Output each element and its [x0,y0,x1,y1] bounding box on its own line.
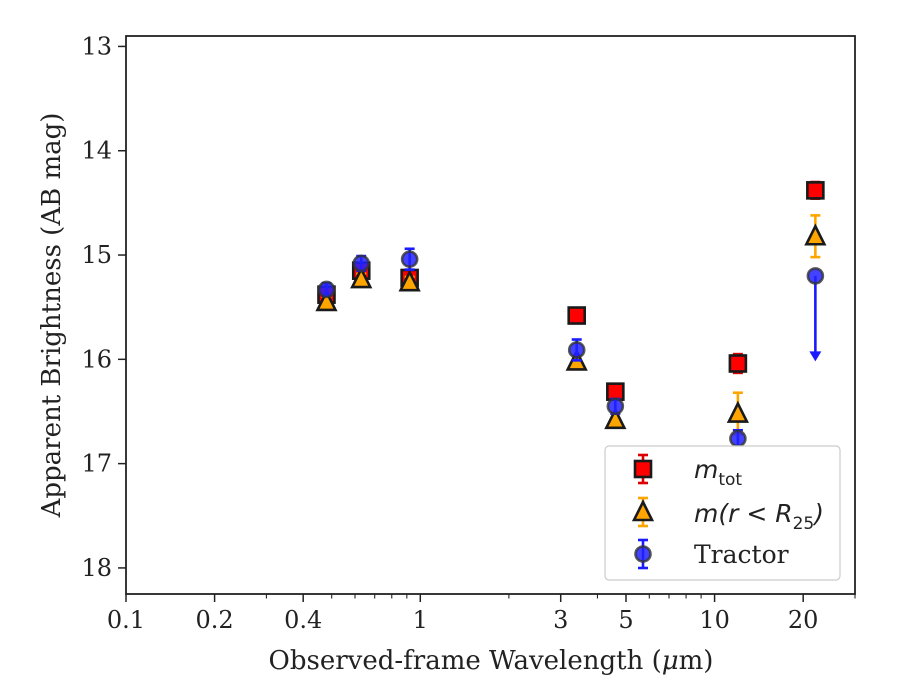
data-point [804,223,827,246]
data-point [606,382,625,401]
legend: mtot m(r < R25) Tractor [604,445,841,581]
legend-swatch-mtot [633,459,653,479]
x-tick-label: 0.1 [107,606,145,634]
y-tick-label: 13 [81,32,112,60]
data-point [729,429,747,448]
legend-frame [604,445,841,581]
y-tick-label: 15 [81,241,112,269]
x-tick-label: 3 [553,606,568,634]
legend-swatch-mr25 [631,499,655,522]
data-point [606,397,625,416]
plot-frame [125,35,856,595]
x-tick-label: 0.2 [196,606,234,634]
legend-label-tractor: Tractor [694,540,789,569]
data-point [806,267,825,285]
upper-limit-arrow [809,351,822,362]
x-axis-title: Observed-frame Wavelength (μm) [269,646,714,676]
data-point [315,289,338,312]
legend-label-mr25: m(r < R25) [694,499,824,534]
series-tractor [317,247,825,449]
y-tick-label: 14 [81,137,112,165]
data-point [400,250,419,269]
data-point [317,280,336,299]
x-tick-label: 0.4 [284,606,322,634]
y-tick-label: 17 [81,450,112,478]
data-point [398,269,421,292]
x-tick-label: 5 [618,606,633,634]
data-point [726,400,749,423]
data-point [567,341,586,359]
series-mr25 [315,214,827,436]
y-axis-title: Apparent Brightness (AB mag) [37,113,67,519]
y-tick-label: 16 [81,345,112,373]
x-tick-label: 10 [699,606,730,634]
legend-label-mtot: mtot [694,455,742,490]
data-point [728,354,748,373]
data-point [567,306,587,325]
data-marks [315,180,827,449]
data-point [350,266,373,289]
data-point [806,181,825,200]
data-point [352,254,371,273]
data-point [604,406,627,430]
y-tick-label: 18 [81,554,112,582]
x-tick-label: 1 [413,606,428,634]
x-tick-label: 20 [788,606,819,634]
legend-swatch-tractor [634,545,652,563]
